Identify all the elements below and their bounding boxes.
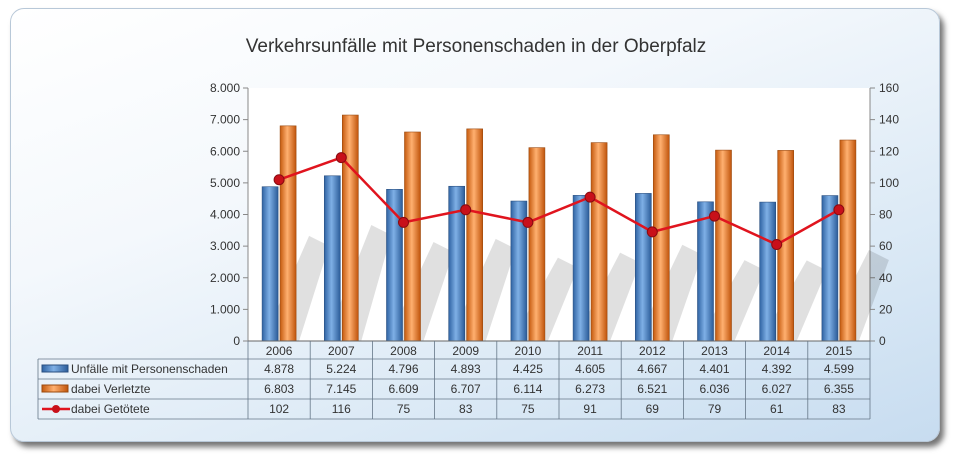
data-table-cell: 116 [332,402,351,416]
data-table-cell: 4.667 [637,362,667,376]
x-tick-label: 2010 [515,344,542,358]
data-table-cell: 83 [832,402,846,416]
y-right-tick-label: 60 [879,239,893,253]
data-table-cell: 4.605 [575,362,605,376]
y-right-tick-label: 140 [879,113,899,127]
y-left-tick-label: 7.000 [210,113,240,127]
point-getoetete [584,191,596,203]
legend-key-1 [41,384,69,393]
bar-unfaelle [261,186,279,342]
bar-verletzte [528,147,546,342]
legend-key-0 [41,364,69,373]
data-table-cell: 91 [583,402,597,416]
data-table-cell: 102 [269,402,289,416]
legend-label: Unfälle mit Personenschaden [71,362,228,376]
y-right-tick-label: 120 [879,144,899,158]
data-table-cell: 6.273 [575,382,605,396]
data-table-cell: 6.707 [451,382,481,396]
point-getoetete [771,239,783,251]
bar-verletzte [404,131,421,342]
data-table-cell: 4.599 [824,362,854,376]
point-getoetete [522,216,534,228]
bar-verletzte [279,125,297,342]
data-table-cell: 4.401 [699,362,729,376]
point-getoetete [646,226,658,238]
x-tick-label: 2008 [390,344,417,358]
x-tick-label: 2009 [452,344,479,358]
x-tick-label: 2015 [826,344,853,358]
data-table-cell: 79 [708,402,722,416]
data-table-cell: 6.036 [699,382,729,396]
data-table-cell: 61 [770,402,784,416]
line-getoetete [278,156,840,246]
data-table-cell: 6.114 [513,382,542,396]
legend-key-marker [52,405,60,413]
data-table-cell: 4.425 [513,362,543,376]
bar-verletzte [839,139,857,342]
y-left-tick-label: 3.000 [210,239,240,253]
data-table-cell: 4.893 [451,362,481,376]
y-left-tick-label: 0 [233,334,240,348]
x-tick-label: 2013 [701,344,728,358]
chart-title: Verkehrsunfälle mit Personenschaden in d… [246,36,706,57]
point-getoetete [833,204,845,216]
y-right-tick-label: 160 [879,81,899,95]
y-left-tick-label: 5.000 [210,176,240,190]
point-getoetete [460,204,472,216]
legend-label: dabei Verletzte [71,382,151,396]
bar-unfaelle [697,201,714,342]
y-right-tick-label: 40 [879,271,893,285]
x-tick-label: 2012 [639,344,666,358]
data-table-cell: 4.796 [388,362,418,376]
data-table-cell: 6.803 [264,382,294,396]
y-right-tick-label: 100 [879,176,899,190]
data-table-cell: 6.027 [762,382,792,396]
y-right-tick-label: 0 [879,334,886,348]
bar-verletzte [466,128,484,342]
data-table-cell: 69 [646,402,660,416]
data-table-cell: 6.521 [637,382,667,396]
bar-verletzte [715,149,732,342]
data-table-cell: 5.224 [326,362,356,376]
legend-label: dabei Getötete [71,402,150,416]
x-tick-label: 2006 [266,344,293,358]
bar-unfaelle [634,193,652,342]
data-table-cell: 4.878 [264,362,294,376]
bar-unfaelle [572,195,590,342]
bar-verletzte [341,114,359,342]
y-left-tick-label: 6.000 [210,144,240,158]
data-table-cell: 75 [397,402,411,416]
data-table-cell: 4.392 [762,362,792,376]
point-getoetete [709,210,720,222]
y-left-tick-label: 1.000 [210,302,240,316]
y-right-tick-label: 20 [879,302,893,316]
data-table-cell: 75 [521,402,535,416]
x-tick-label: 2014 [763,344,790,358]
y-right-tick-label: 80 [879,208,893,222]
bar-unfaelle [323,175,341,342]
y-left-tick-label: 4.000 [210,208,240,222]
bar-unfaelle [759,201,777,342]
y-left-tick-label: 8.000 [210,81,240,95]
data-table-cell: 7.145 [326,382,356,396]
data-table-cell: 6.609 [388,382,418,396]
x-tick-label: 2007 [328,344,355,358]
x-tick-label: 2011 [577,344,603,358]
data-table-cell: 83 [459,402,473,416]
point-getoetete [335,152,347,164]
point-getoetete [398,216,409,228]
data-table-cell: 6.355 [824,382,854,396]
point-getoetete [273,174,285,186]
bar-verletzte [652,134,670,342]
y-left-tick-label: 2.000 [210,271,240,285]
bar-verletzte [590,142,608,342]
